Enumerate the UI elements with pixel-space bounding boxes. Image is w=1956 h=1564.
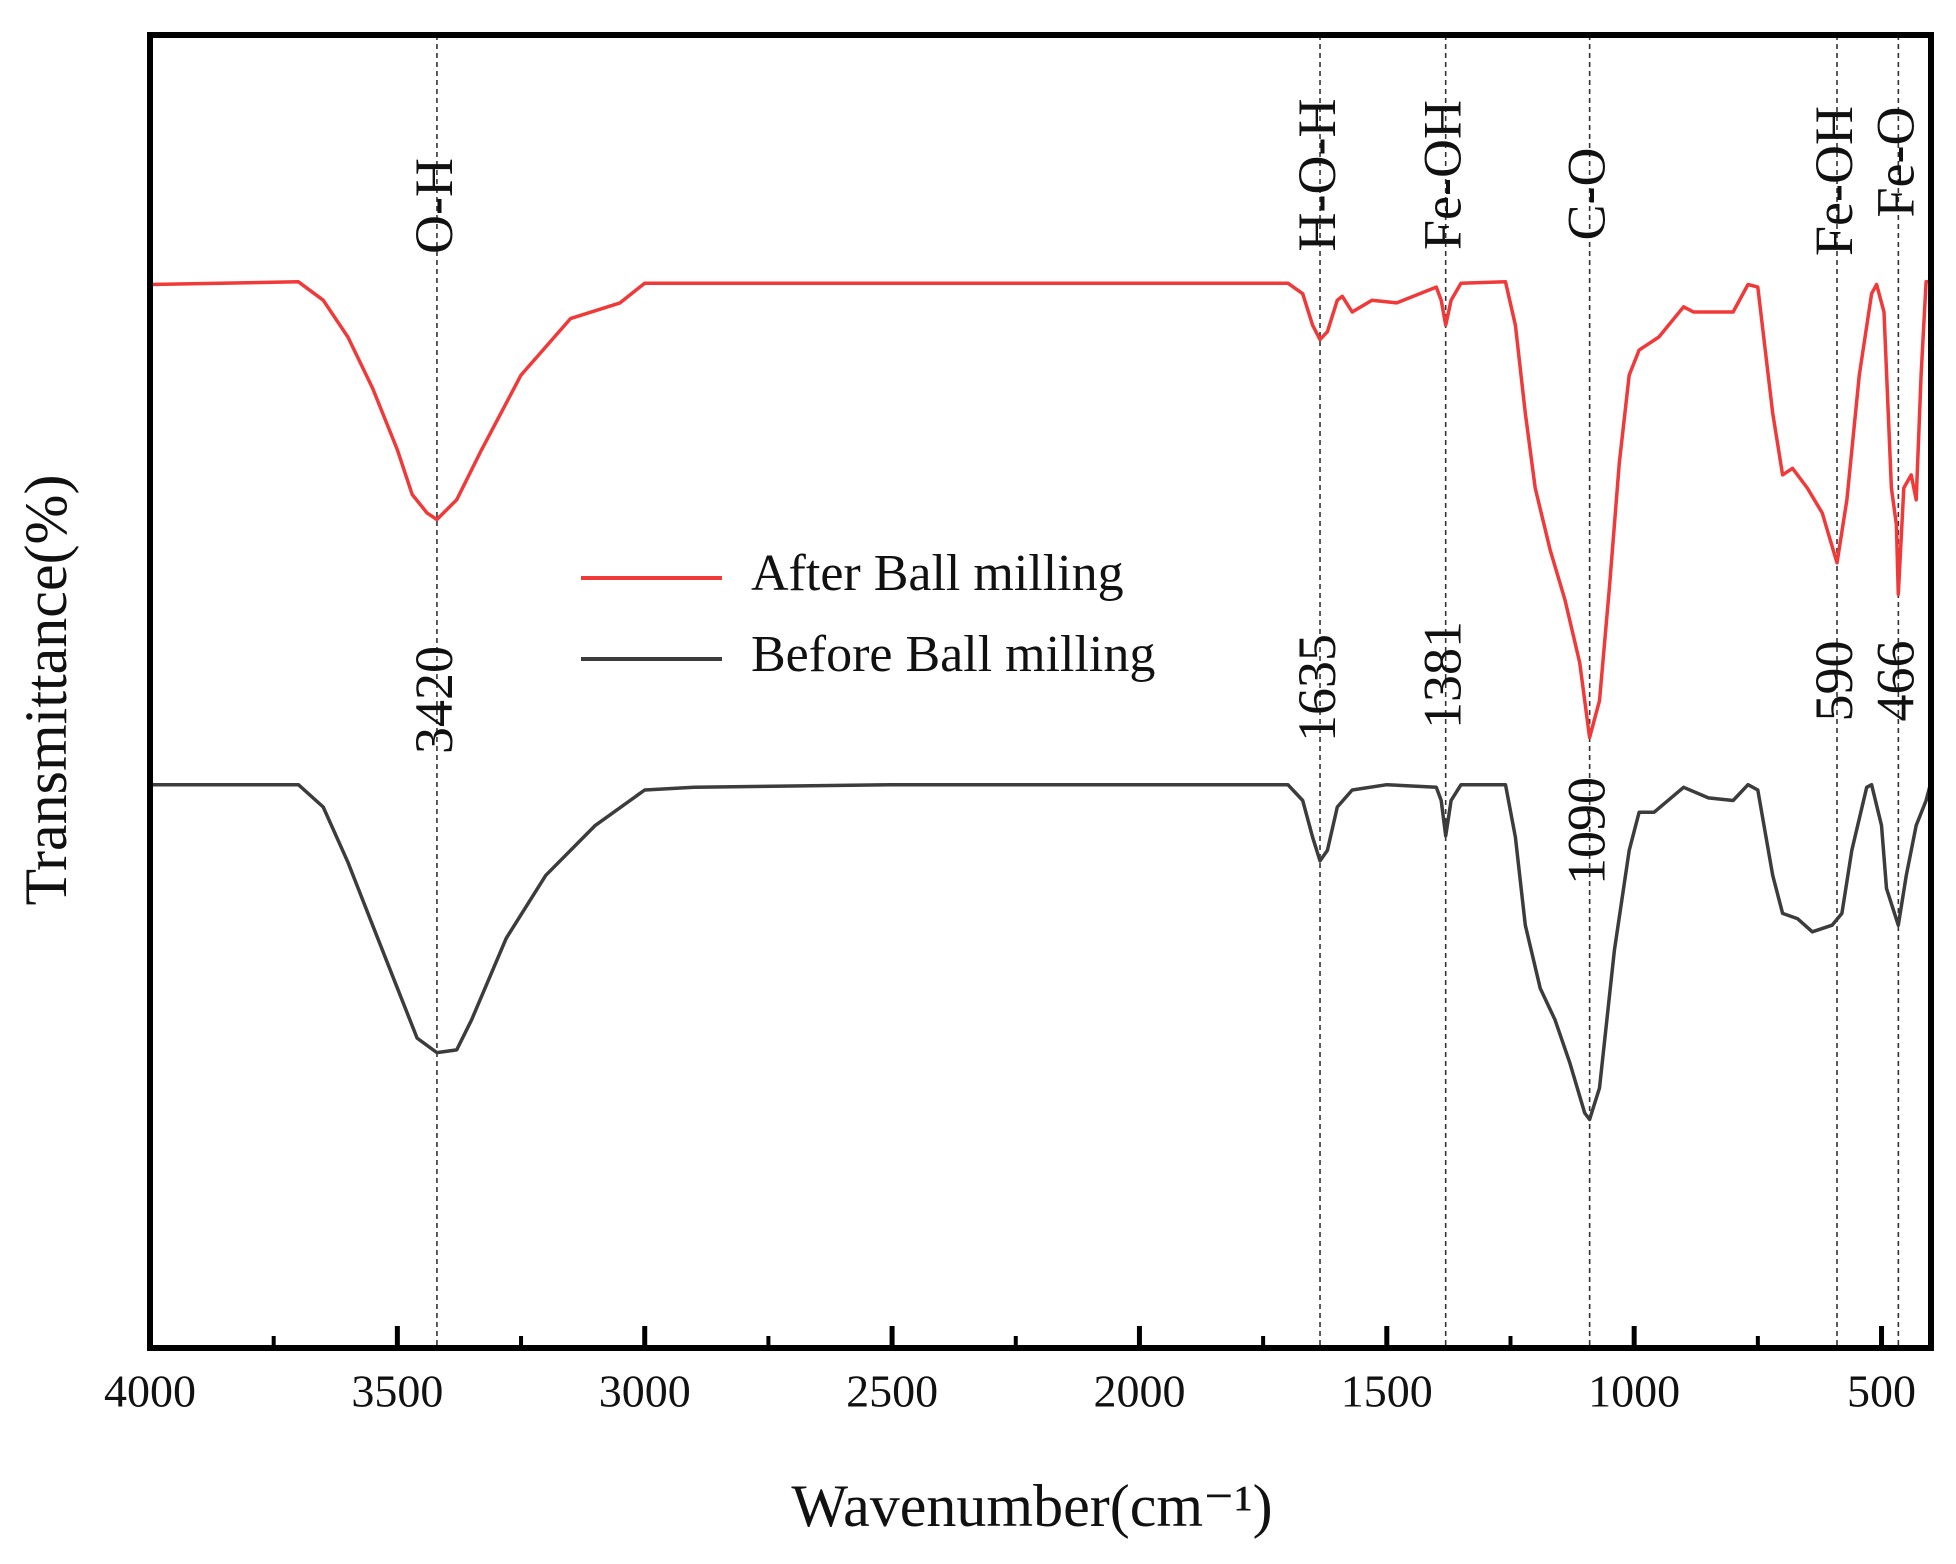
x-tick-label: 500 — [1847, 1366, 1916, 1417]
peak-label: 466 — [1865, 641, 1925, 722]
bond-label: Fe-O — [1865, 107, 1925, 218]
bond-label: C-O — [1557, 148, 1617, 241]
legend-label: After Ball milling — [751, 545, 1124, 602]
x-tick-label: 1500 — [1341, 1366, 1433, 1417]
peak-label: 1635 — [1287, 634, 1347, 742]
bond-label: H-O-H — [1287, 99, 1347, 252]
series-line — [149, 280, 1931, 740]
bond-label: Fe-OH — [1804, 106, 1864, 256]
legend-label: Before Ball milling — [751, 626, 1155, 683]
peak-label: 3420 — [404, 646, 464, 754]
peak-label: 1381 — [1413, 621, 1473, 729]
plot-frame — [147, 32, 1934, 1351]
y-axis-label: Transmittance(%) — [13, 474, 79, 905]
x-axis-label: Wavenumber(cm⁻¹) — [791, 1473, 1272, 1539]
x-tick-label: 2500 — [846, 1366, 938, 1417]
x-tick-label: 3500 — [351, 1366, 443, 1417]
bond-label: Fe-OH — [1413, 100, 1473, 250]
x-tick-label: 2000 — [1093, 1366, 1185, 1417]
peak-label: 1090 — [1557, 777, 1617, 885]
x-tick-label: 1000 — [1588, 1366, 1680, 1417]
bond-label: O-H — [404, 158, 464, 254]
peak-label: 590 — [1804, 641, 1864, 722]
x-tick-label: 4000 — [104, 1366, 196, 1417]
series-line — [150, 781, 1933, 1122]
x-tick-label: 3000 — [599, 1366, 691, 1417]
